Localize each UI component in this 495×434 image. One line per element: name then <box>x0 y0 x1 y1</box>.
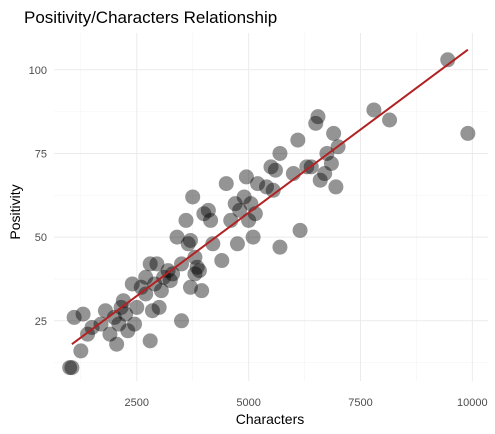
data-point <box>259 179 275 195</box>
data-point <box>326 125 342 141</box>
x-tick-label: 5000 <box>236 397 260 409</box>
data-point <box>62 360 78 376</box>
trend-line-group <box>71 48 469 345</box>
x-tick-label: 2500 <box>125 397 149 409</box>
data-point <box>142 256 158 272</box>
data-point <box>180 236 196 252</box>
data-point <box>200 202 216 218</box>
data-point <box>292 222 308 238</box>
data-point <box>236 189 252 205</box>
y-tick-label: 50 <box>35 232 47 244</box>
data-point <box>187 266 203 282</box>
data-point <box>328 179 344 195</box>
data-point <box>191 263 207 279</box>
data-point <box>310 109 326 125</box>
tick-labels: 2500 5000 7500 10000 25 50 75 100 <box>29 65 488 409</box>
x-tick-label: 7500 <box>348 397 372 409</box>
data-point <box>263 159 279 175</box>
data-point <box>66 309 82 325</box>
data-point <box>272 239 288 255</box>
data-point <box>149 256 165 272</box>
data-point <box>460 125 476 141</box>
grid <box>54 33 488 381</box>
data-point <box>238 169 254 185</box>
data-point <box>317 166 333 182</box>
data-point <box>115 293 131 309</box>
data-point <box>308 115 324 131</box>
data-point <box>174 313 190 329</box>
data-point <box>75 306 91 322</box>
data-point <box>127 316 143 332</box>
data-point <box>272 145 288 161</box>
data-point <box>165 266 181 282</box>
data-point <box>106 309 122 325</box>
x-axis-title: Characters <box>236 411 304 427</box>
data-point <box>265 182 281 198</box>
data-point <box>138 286 154 302</box>
y-tick-label: 25 <box>35 316 47 328</box>
data-point <box>120 323 136 339</box>
data-point <box>218 176 234 192</box>
data-point <box>267 162 283 178</box>
data-point <box>382 112 398 128</box>
data-point <box>440 52 456 68</box>
y-axis-title: Positivity <box>7 184 23 239</box>
data-point <box>73 343 89 359</box>
y-tick-label: 100 <box>29 65 47 77</box>
data-point <box>187 249 203 265</box>
data-point <box>232 202 248 218</box>
data-point <box>138 269 154 285</box>
y-tick-label: 75 <box>35 148 47 160</box>
data-point <box>229 236 245 252</box>
data-point <box>97 303 113 319</box>
data-point <box>182 232 198 248</box>
data-point <box>118 306 134 322</box>
data-point <box>205 236 221 252</box>
data-point <box>250 176 266 192</box>
data-point <box>153 283 169 299</box>
data-point <box>194 283 210 299</box>
data-point <box>299 159 315 175</box>
data-points <box>62 52 476 376</box>
data-point <box>102 326 118 342</box>
data-point <box>290 132 306 148</box>
data-point <box>182 279 198 295</box>
data-point <box>109 336 125 352</box>
data-point <box>203 212 219 228</box>
data-point <box>162 273 178 289</box>
data-point <box>312 172 328 188</box>
data-point <box>111 316 127 332</box>
data-point <box>144 303 160 319</box>
data-point <box>142 333 158 349</box>
data-point <box>323 156 339 171</box>
data-point <box>64 360 80 376</box>
data-point <box>245 229 261 245</box>
x-tick-label: 10000 <box>457 397 488 409</box>
trend-line <box>71 48 469 345</box>
data-point <box>214 253 230 269</box>
data-point <box>129 299 145 315</box>
data-point <box>178 212 194 228</box>
data-point <box>124 276 140 292</box>
data-point <box>227 196 243 212</box>
data-point <box>196 206 212 222</box>
data-point <box>169 229 185 245</box>
data-point <box>366 102 382 118</box>
data-point <box>151 299 167 315</box>
chart-title: Positivity/Characters Relationship <box>24 8 277 27</box>
data-point <box>185 189 201 205</box>
data-point <box>189 259 205 275</box>
